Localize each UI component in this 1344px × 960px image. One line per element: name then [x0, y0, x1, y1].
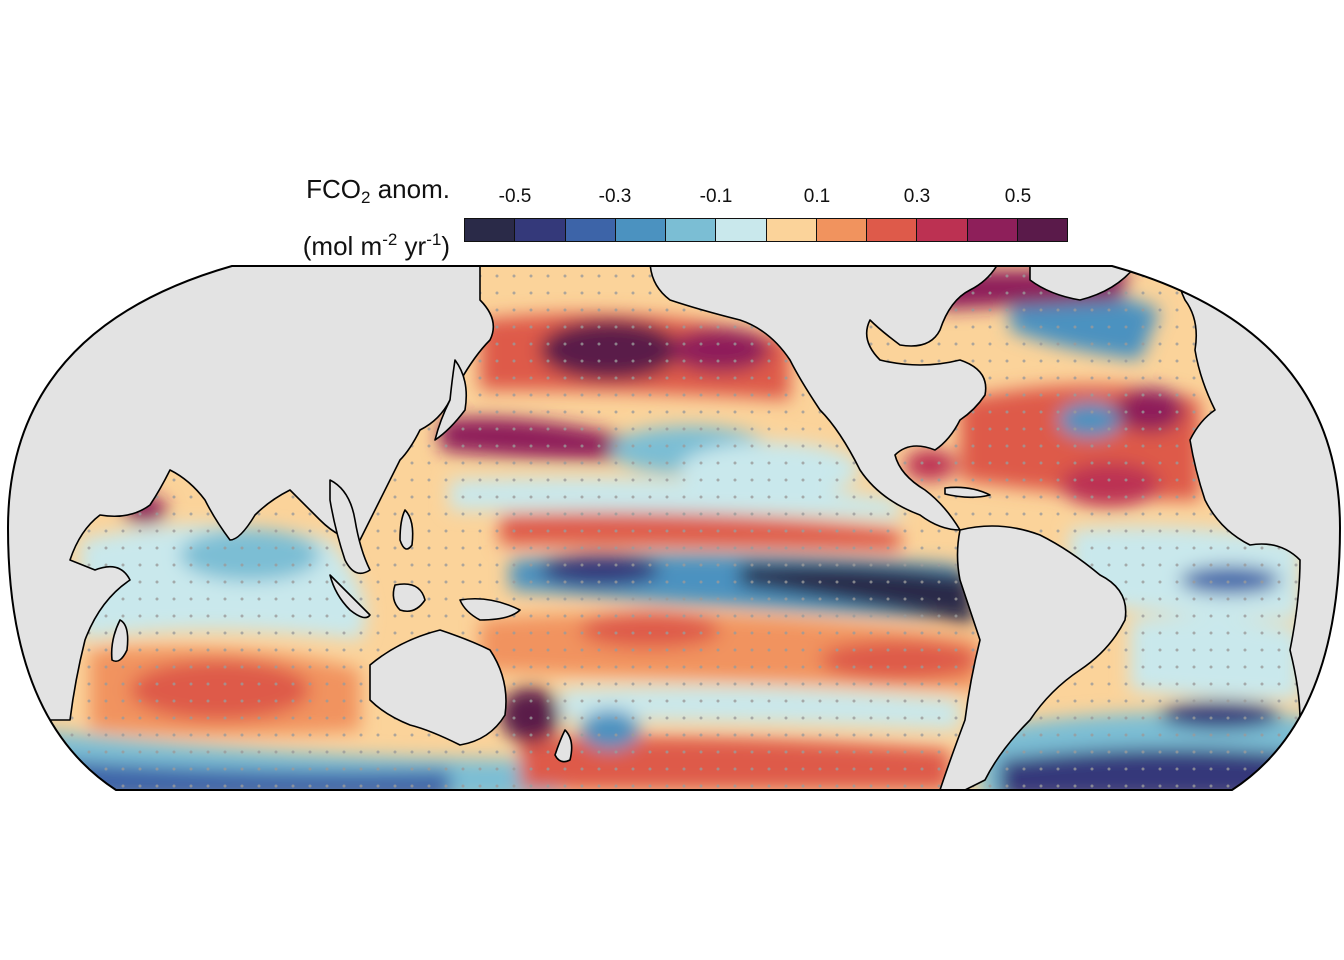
legend-title-line1: FCO2 anom. [306, 174, 450, 207]
legend-title: FCO2 anom. (mol m-2 yr-1) [250, 168, 450, 267]
colorbar [464, 218, 1068, 242]
map-border [6, 265, 1342, 791]
land-australia [369, 629, 507, 746]
colorbar-swatch-2 [515, 219, 566, 241]
colorbar-swatch-7 [766, 219, 817, 241]
land-new-guinea [459, 597, 521, 621]
land-eurasia-africa [8, 266, 495, 721]
colorbar-swatch-1 [465, 219, 516, 241]
legend-title-line2: (mol m-2 yr-1) [302, 230, 450, 261]
land-north-america [649, 266, 1001, 531]
colorbar-tick-label: -0.3 [598, 186, 632, 207]
colorbar-tick-label: 0.1 [803, 186, 831, 207]
land-masses [8, 266, 1340, 790]
land-madagascar [110, 619, 129, 663]
land-indochina [329, 479, 371, 575]
colorbar-swatch-9 [867, 219, 918, 241]
land-sumatra [329, 574, 371, 619]
colorbar-swatch-12 [1017, 219, 1067, 241]
colorbar-tick-label: 0.5 [1004, 186, 1032, 207]
colorbar-tick-label: -0.1 [699, 186, 733, 207]
land-borneo [392, 583, 426, 613]
colorbar-swatch-8 [816, 219, 867, 241]
land-philippines [399, 509, 414, 550]
land-south-america [939, 525, 1127, 790]
colorbar-tick-label: 0.3 [903, 186, 931, 207]
land-japan [434, 359, 468, 441]
colorbar-swatch-5 [666, 219, 717, 241]
colorbar-swatch-3 [565, 219, 616, 241]
land-cuba [944, 486, 991, 499]
colorbar-swatch-4 [615, 219, 666, 241]
map-area [8, 266, 1340, 790]
land-new-zealand [554, 729, 573, 763]
colorbar-swatch-10 [917, 219, 968, 241]
colorbar-swatch-6 [716, 219, 767, 241]
colorbar-tick-label: -0.5 [498, 186, 532, 207]
colorbar-swatch-11 [967, 219, 1018, 241]
